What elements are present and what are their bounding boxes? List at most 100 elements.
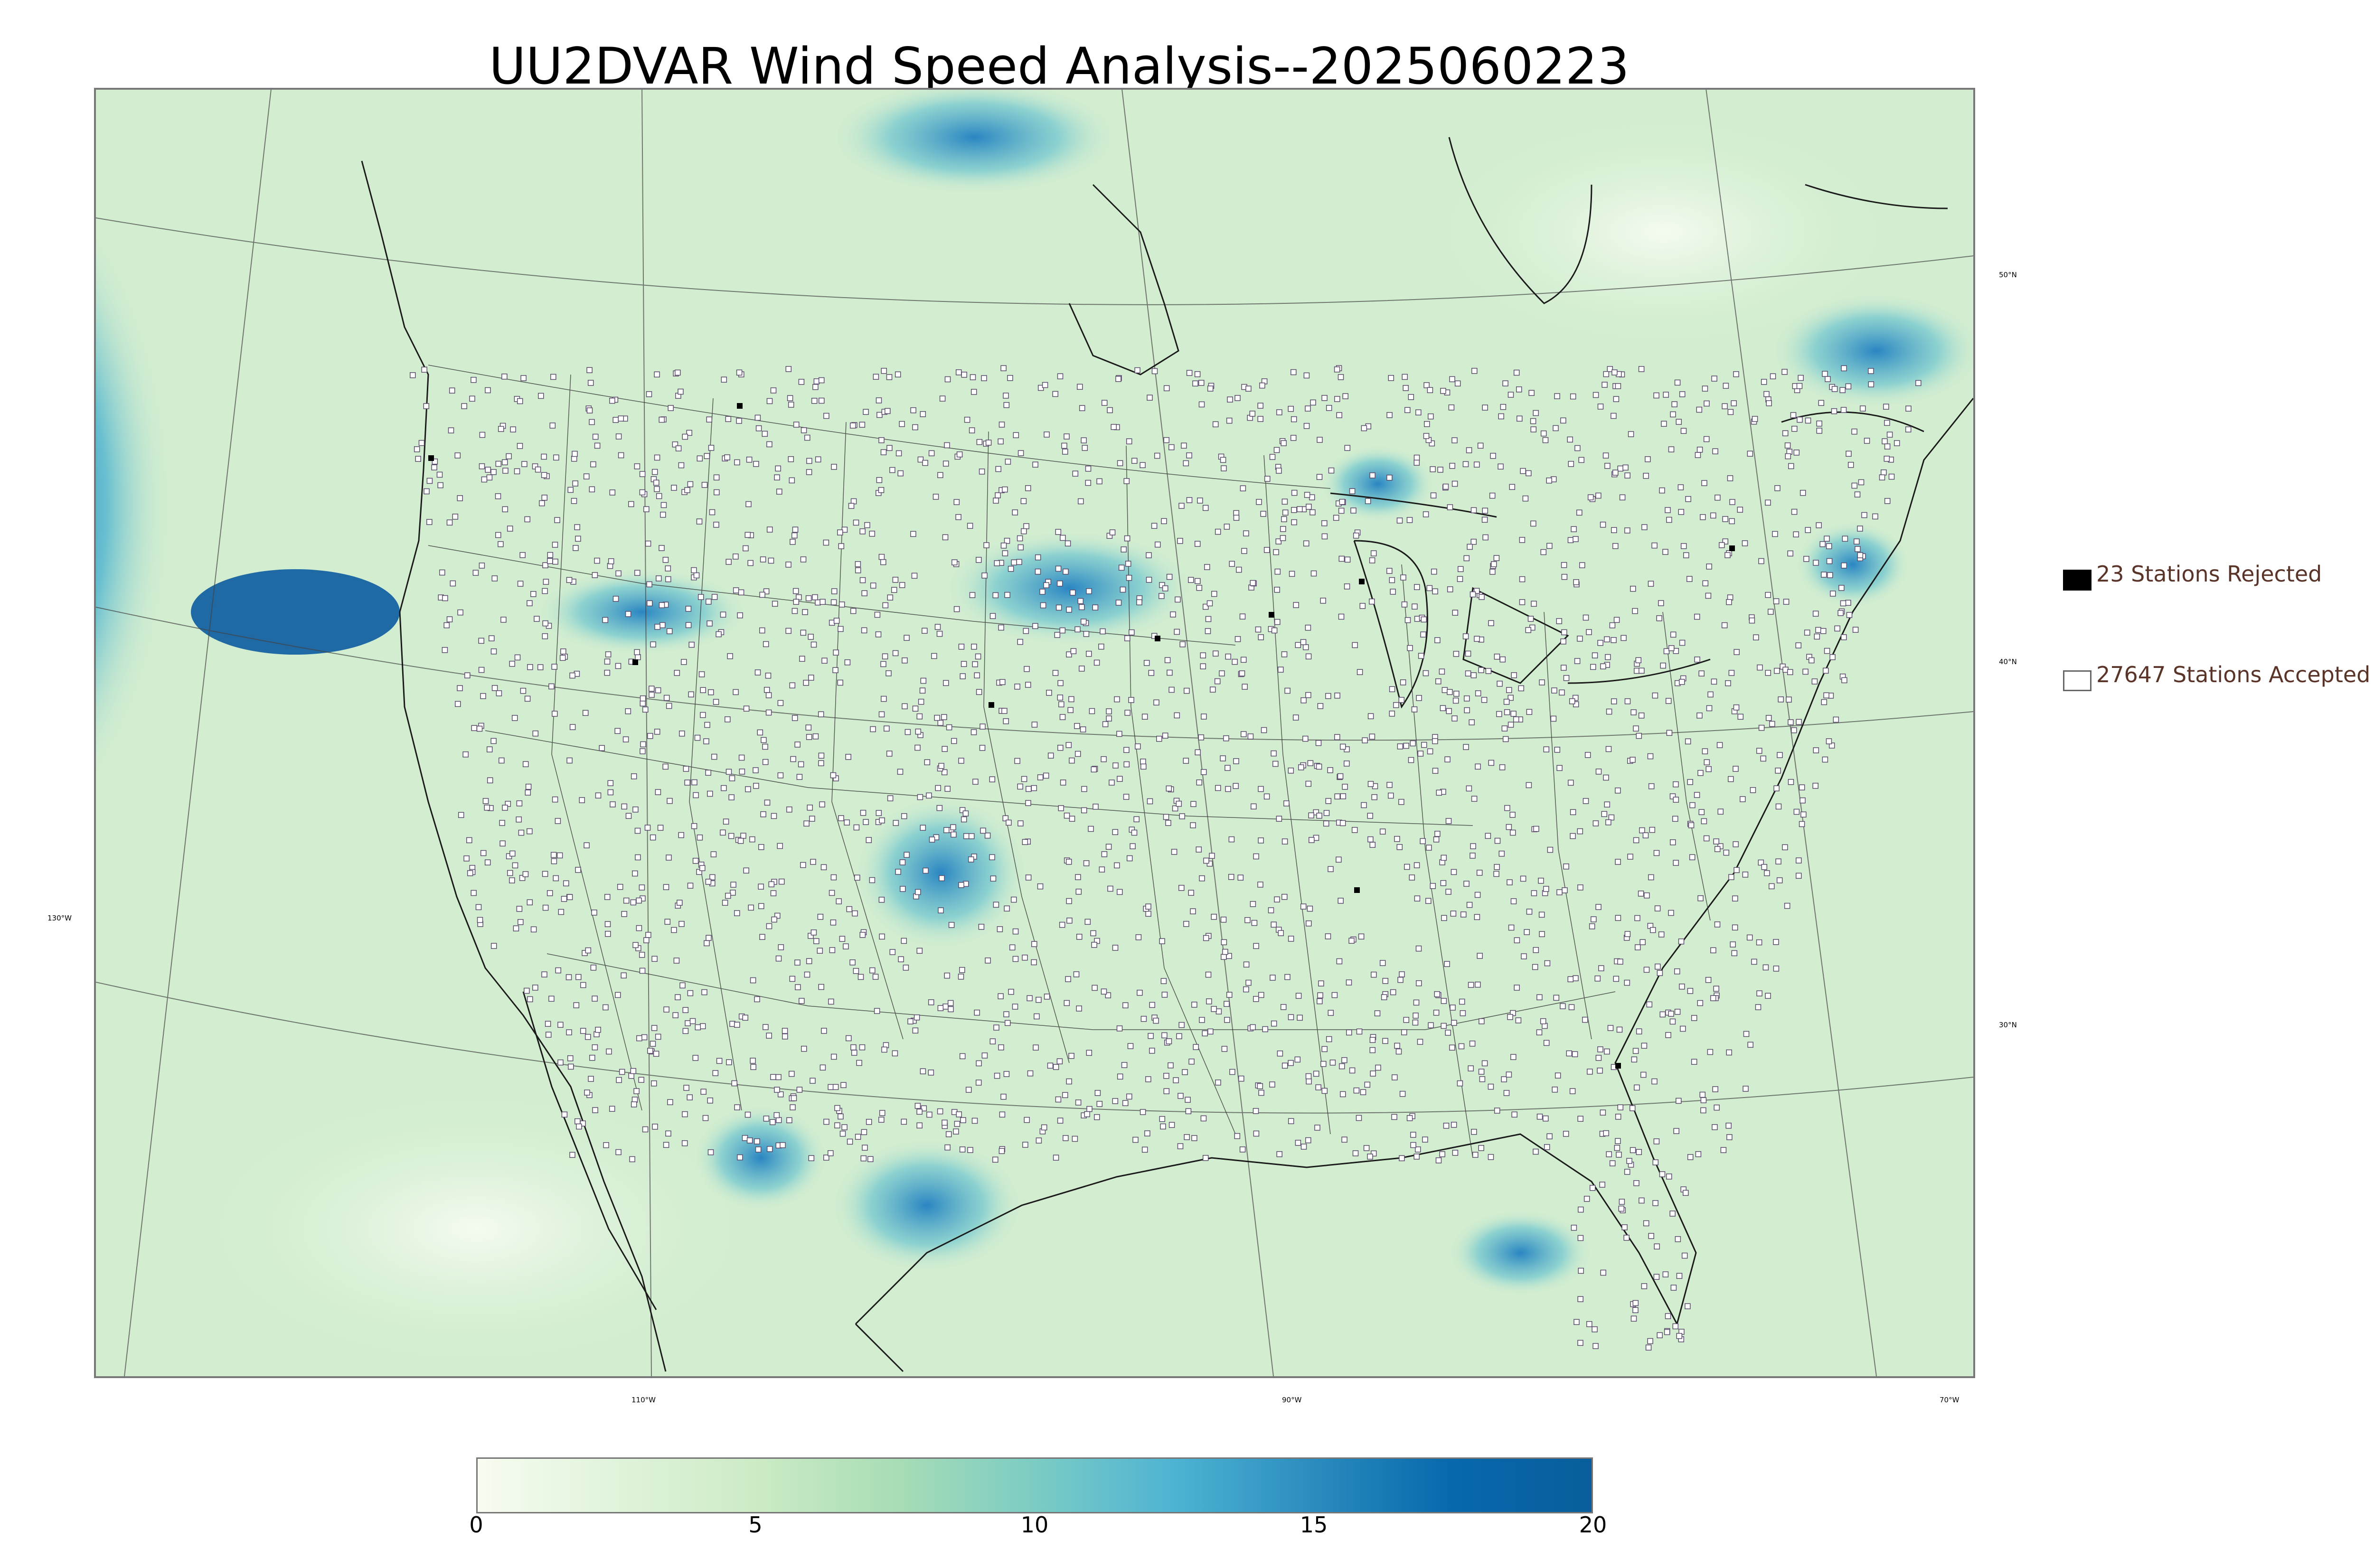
accepted-station-marker bbox=[1251, 920, 1258, 926]
accepted-station-marker bbox=[1567, 976, 1574, 983]
accepted-station-marker bbox=[1174, 712, 1180, 719]
accepted-station-marker bbox=[1733, 704, 1740, 711]
accepted-station-marker bbox=[1320, 598, 1326, 604]
accepted-station-marker bbox=[1112, 762, 1119, 769]
accepted-station-marker bbox=[699, 1023, 706, 1029]
accepted-station-marker bbox=[686, 430, 692, 436]
accepted-station-marker bbox=[1201, 714, 1207, 720]
accepted-station-marker bbox=[655, 1033, 661, 1040]
accepted-station-marker bbox=[1630, 1147, 1636, 1154]
accepted-station-marker bbox=[739, 769, 745, 775]
accepted-station-marker bbox=[789, 477, 795, 484]
accepted-station-marker bbox=[1765, 715, 1772, 721]
accepted-station-marker bbox=[1052, 391, 1058, 397]
accepted-station-marker bbox=[1632, 1307, 1639, 1314]
accepted-station-marker bbox=[1172, 805, 1178, 812]
accepted-station-marker bbox=[810, 929, 817, 936]
accepted-station-marker bbox=[828, 1084, 834, 1090]
accepted-station-marker bbox=[1094, 1090, 1101, 1096]
accepted-station-marker bbox=[691, 823, 697, 829]
accepted-station-marker bbox=[1379, 960, 1386, 966]
rejected-station-marker bbox=[1155, 636, 1160, 641]
accepted-station-marker bbox=[942, 746, 948, 752]
accepted-station-marker bbox=[746, 1137, 753, 1144]
accepted-station-marker bbox=[1276, 816, 1282, 822]
accepted-station-marker bbox=[651, 1025, 658, 1031]
accepted-station-marker bbox=[574, 524, 580, 530]
accepted-station-marker bbox=[1478, 1069, 1485, 1075]
accepted-station-marker bbox=[1717, 808, 1724, 815]
accepted-station-marker bbox=[1225, 653, 1231, 660]
accepted-station-marker bbox=[557, 1059, 564, 1066]
accepted-station-marker bbox=[1613, 976, 1620, 982]
accepted-station-marker bbox=[1281, 498, 1288, 505]
accepted-station-marker bbox=[1101, 851, 1108, 857]
accepted-station-marker bbox=[471, 890, 477, 896]
accepted-station-marker bbox=[520, 687, 527, 694]
accepted-station-marker bbox=[1630, 585, 1636, 592]
accepted-station-marker bbox=[796, 774, 803, 780]
accepted-station-marker bbox=[1215, 1080, 1221, 1086]
accepted-station-marker bbox=[1665, 1313, 1671, 1319]
accepted-station-marker bbox=[1023, 628, 1029, 634]
accepted-station-marker bbox=[471, 725, 477, 731]
accepted-station-marker bbox=[1805, 417, 1811, 424]
accepted-station-marker bbox=[1433, 1009, 1440, 1016]
accepted-station-marker bbox=[856, 1060, 862, 1066]
accepted-station-marker bbox=[1240, 657, 1247, 663]
accepted-station-marker bbox=[697, 594, 704, 600]
accepted-station-marker bbox=[1075, 874, 1081, 880]
accepted-station-marker bbox=[1475, 763, 1481, 770]
accepted-station-marker bbox=[704, 722, 710, 728]
accepted-station-marker bbox=[1676, 419, 1682, 425]
accepted-station-marker bbox=[873, 374, 879, 380]
accepted-station-marker bbox=[969, 427, 975, 433]
accepted-station-marker bbox=[1583, 1196, 1590, 1202]
accepted-station-marker bbox=[585, 1033, 591, 1040]
accepted-station-marker bbox=[1434, 637, 1441, 643]
accepted-station-marker bbox=[1198, 401, 1205, 408]
accepted-station-marker bbox=[1353, 1087, 1360, 1094]
accepted-station-marker bbox=[1841, 562, 1847, 569]
accepted-station-marker bbox=[763, 686, 770, 693]
accepted-station-marker bbox=[1633, 837, 1639, 844]
accepted-station-marker bbox=[1488, 1083, 1494, 1090]
accepted-station-marker bbox=[1723, 849, 1730, 856]
accepted-station-marker bbox=[762, 743, 768, 750]
accepted-station-marker bbox=[592, 1044, 598, 1051]
accepted-station-marker bbox=[1768, 609, 1774, 615]
accepted-station-marker bbox=[1730, 941, 1736, 948]
accepted-station-marker bbox=[1791, 727, 1797, 733]
accepted-station-marker bbox=[1328, 866, 1334, 873]
accepted-station-marker bbox=[588, 1076, 594, 1082]
accepted-station-marker bbox=[1765, 592, 1771, 598]
accepted-station-marker bbox=[1240, 485, 1246, 491]
accepted-station-marker bbox=[1479, 1076, 1486, 1082]
accepted-station-marker bbox=[595, 1026, 601, 1033]
accepted-station-marker bbox=[1412, 603, 1418, 610]
rejected-station-marker bbox=[989, 702, 994, 708]
accepted-station-marker bbox=[968, 833, 975, 839]
accepted-station-marker bbox=[1526, 782, 1532, 789]
accepted-station-marker bbox=[1389, 710, 1395, 717]
accepted-station-marker bbox=[1568, 460, 1574, 467]
accepted-station-marker bbox=[507, 870, 513, 876]
accepted-station-marker bbox=[1519, 576, 1526, 582]
accepted-station-marker bbox=[1196, 846, 1202, 853]
accepted-station-marker bbox=[770, 387, 777, 394]
accepted-station-marker bbox=[1367, 781, 1374, 787]
accepted-station-marker bbox=[1401, 601, 1408, 608]
accepted-station-marker bbox=[1613, 617, 1620, 623]
accepted-station-marker bbox=[1305, 653, 1312, 660]
accepted-station-marker bbox=[1449, 463, 1455, 469]
accepted-station-marker bbox=[707, 790, 713, 797]
accepted-station-marker bbox=[1615, 859, 1621, 865]
accepted-station-marker bbox=[437, 482, 443, 488]
accepted-station-marker bbox=[1489, 569, 1496, 575]
accepted-station-marker bbox=[1712, 448, 1718, 454]
map-panel[interactable] bbox=[94, 88, 1975, 1378]
accepted-station-marker bbox=[615, 663, 622, 669]
accepted-station-marker bbox=[899, 582, 905, 588]
accepted-station-marker bbox=[446, 616, 453, 622]
accepted-station-marker bbox=[1117, 889, 1123, 895]
